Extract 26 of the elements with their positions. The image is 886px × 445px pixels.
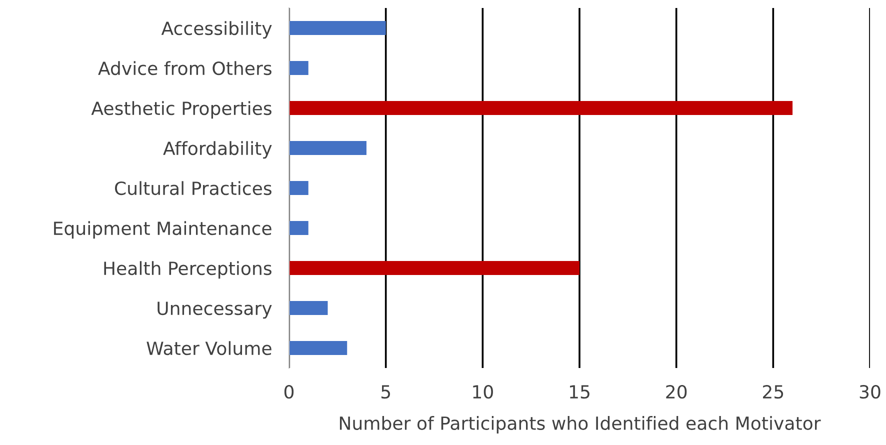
bar [289,181,308,195]
bar [289,221,308,235]
bar [289,301,328,315]
x-tick-label: 20 [666,384,687,399]
bar [289,261,580,275]
x-tick-label: 10 [473,384,493,399]
x-tick-label: 5 [381,385,390,399]
x-tick-label: 0 [284,384,294,399]
y-tick-label: Accessibility [161,21,272,39]
y-tick-label: Affordability [163,141,272,159]
bar [289,101,793,115]
x-tick-label: 25 [763,384,784,399]
y-tick-label: Cultural Practices [114,181,272,196]
x-axis-title: Number of Participants who Identified each Motivator [340,416,821,434]
y-tick-label: Water Volume [146,341,272,356]
bar [289,21,386,35]
x-tick-label: 15 [570,385,590,399]
y-tick-label: Health Perceptions [104,261,272,279]
bar [289,341,348,355]
bar [289,141,366,155]
y-tick-label: Advice from Others [98,61,272,76]
bar [289,61,308,75]
x-tick-label: 30 [860,384,880,399]
y-tick-label: Unnecessary [158,302,272,319]
y-tick-label: Equipment Maintenance [54,221,272,239]
y-tick-label: Aesthetic Properties [91,101,272,119]
